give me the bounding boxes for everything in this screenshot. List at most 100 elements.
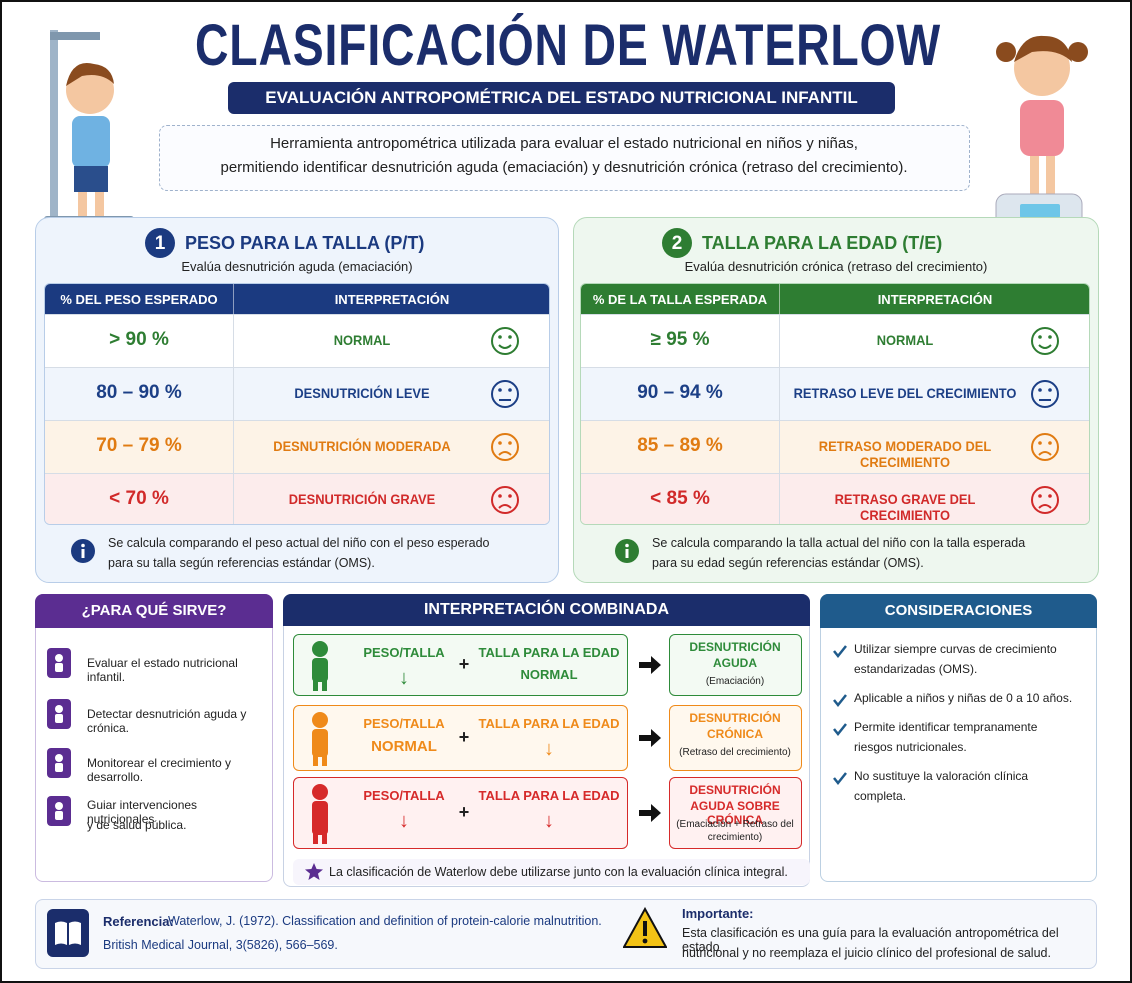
icon-part — [833, 694, 847, 708]
result-detail: (Emaciación) — [705, 676, 765, 687]
combination-left: NORMAL — [371, 738, 437, 755]
icon-part — [1031, 380, 1059, 408]
icon-part — [66, 62, 114, 86]
icon-part — [1068, 42, 1088, 62]
range-cell: ≥ 95 % — [650, 329, 710, 350]
use-text: Guiar intervenciones nutricionales — [87, 798, 198, 826]
icon-part — [55, 811, 63, 820]
result-detail: (Emaciación + Retraso del — [676, 819, 794, 830]
icon-part — [508, 494, 512, 498]
icon-part — [305, 863, 323, 880]
table-row: < 85 % RETRASO GRAVE DEL CRECIMIENTO — [581, 473, 1089, 524]
info-icon — [71, 539, 95, 563]
icon-part — [305, 863, 323, 880]
column-divider — [233, 474, 234, 524]
use-glyph — [47, 796, 71, 826]
icon-part — [312, 712, 328, 728]
range-cell: < 70 % — [109, 488, 169, 509]
range-cell: 70 – 79 % — [96, 435, 182, 456]
icon-part — [625, 543, 629, 548]
icon-part — [642, 938, 648, 944]
panel-title: TALLA PARA LA EDAD (T/E) — [702, 233, 943, 253]
use-text: Detectar desnutrición aguda y crónica. — [87, 707, 247, 735]
interpretation-cell: RETRASO LEVE DEL CRECIMIENTO — [793, 385, 1017, 401]
icon-part — [312, 729, 328, 757]
use-glyph — [47, 748, 71, 778]
interpretation-cell: RETRASO GRAVE DEL CRECIMIENTO — [834, 491, 976, 523]
consideration-text: estandarizadas (OMS). — [854, 662, 978, 676]
icon-part — [312, 641, 328, 691]
icon-part — [639, 656, 661, 674]
icon-part — [1038, 388, 1042, 392]
consideration-text: riesgos nutricionales. — [854, 740, 967, 754]
icon-part — [498, 504, 512, 509]
icon-part — [55, 754, 63, 762]
icon-part — [639, 656, 661, 674]
note-line: para su edad según referencias estándar … — [652, 556, 924, 570]
result-text: AGUDA — [713, 656, 757, 670]
icon-part — [491, 433, 519, 461]
icon-part — [491, 327, 519, 355]
icon-part — [491, 486, 519, 514]
table-row: 85 – 89 % RETRASO MODERADO DEL CRECIMIENT… — [581, 420, 1089, 474]
icon-part — [622, 906, 668, 948]
icon-part — [639, 804, 661, 822]
icon-part — [639, 729, 661, 747]
icon-part — [498, 494, 502, 498]
column-header: INTERPRETACIÓN — [334, 292, 450, 307]
interpretation-cell: DESNUTRICIÓN GRAVE — [288, 491, 436, 507]
icon-part — [74, 166, 108, 192]
use-icon — [47, 699, 71, 729]
icon-part — [1048, 441, 1052, 445]
icon-part — [491, 380, 519, 408]
icon-part — [491, 327, 519, 355]
note-line: Se calcula comparando el peso actual del… — [108, 536, 490, 550]
icon-part — [55, 802, 63, 820]
plus-sign: + — [458, 654, 470, 674]
icon-part — [312, 801, 328, 835]
use-icon — [47, 796, 71, 826]
table-row: ≥ 95 % NORMAL — [581, 314, 1089, 368]
icon-part — [1031, 327, 1059, 355]
uses-title: ¿PARA QUÉ SIRVE? — [81, 602, 227, 619]
combination-left: PESO/TALLA — [363, 716, 445, 731]
icon-part — [55, 714, 63, 723]
icon-part — [833, 645, 847, 659]
icon-part — [322, 679, 327, 691]
result-text: DESNUTRICIÓN — [689, 711, 781, 725]
icon-part — [1038, 494, 1042, 498]
result-box: DESNUTRICIÓN AGUDA SOBRE CRÓNICA (Emaciaci… — [669, 777, 802, 849]
combination-left: ↓ — [399, 810, 409, 832]
combination-right: TALLA PARA LA EDAD — [478, 645, 620, 660]
description-line: Herramienta antropométrica utilizada par… — [270, 135, 858, 152]
subtitle: EVALUACIÓN ANTROPOMÉTRICA DEL ESTADO NUT… — [265, 88, 858, 107]
icon-part — [55, 705, 63, 713]
arrow-icon — [639, 656, 661, 674]
reference-label: Referencia: — [103, 914, 174, 929]
icon-part — [498, 335, 502, 339]
icon-part — [322, 832, 327, 844]
smiley-icon — [1029, 431, 1061, 463]
icon-part — [1020, 100, 1064, 156]
combination-right: ↓ — [544, 810, 554, 832]
icon-part — [55, 802, 63, 810]
child-icon — [306, 710, 334, 768]
child-icon — [306, 639, 334, 693]
range-cell: > 90 % — [109, 329, 169, 350]
icon-part — [72, 116, 110, 168]
use-glyph — [47, 648, 71, 678]
icon-part — [1031, 327, 1059, 355]
icon-part — [996, 42, 1016, 62]
icon-part — [312, 658, 328, 682]
table-row: 90 – 94 % RETRASO LEVE DEL CRECIMIENTO — [581, 367, 1089, 421]
considerations-header: CONSIDERACIONES — [820, 594, 1097, 628]
range-cell: 80 – 90 % — [96, 382, 182, 403]
column-header: % DEL PESO ESPERADO — [60, 292, 218, 307]
considerations-title: CONSIDERACIONES — [884, 602, 1033, 619]
combined-note: La clasificación de Waterlow debe utiliz… — [293, 859, 810, 885]
column-divider — [779, 474, 780, 524]
icon-part — [1031, 433, 1059, 461]
panel-subtitle: Evalúa desnutrición aguda (emaciación) — [181, 259, 413, 274]
use-text: y de salud pública. — [87, 818, 187, 832]
